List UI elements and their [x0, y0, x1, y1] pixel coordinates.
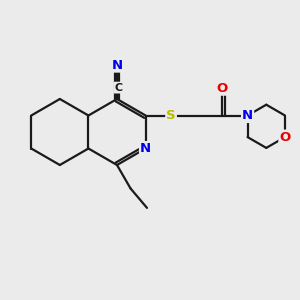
Text: N: N	[140, 142, 151, 155]
Text: O: O	[217, 82, 228, 95]
Text: C: C	[114, 82, 123, 93]
Text: O: O	[279, 130, 291, 144]
Text: N: N	[242, 109, 253, 122]
Text: S: S	[166, 109, 176, 122]
Text: N: N	[111, 58, 123, 72]
